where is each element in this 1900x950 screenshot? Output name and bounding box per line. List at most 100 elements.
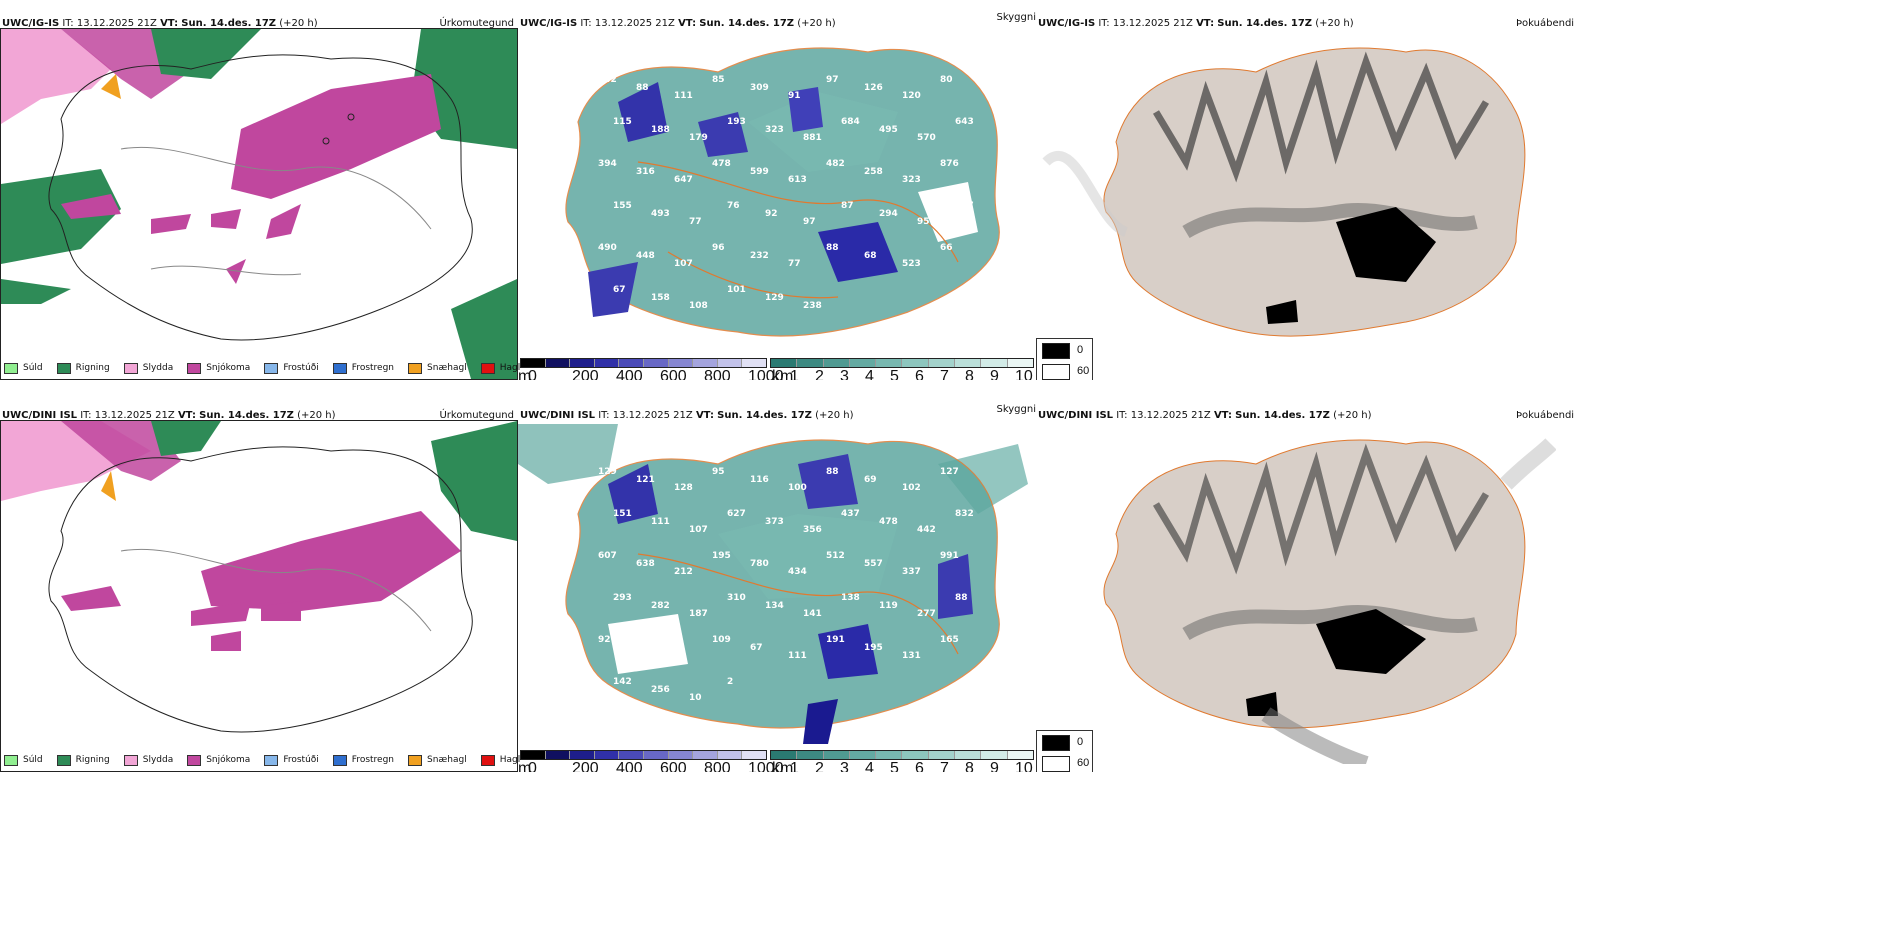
legend-item-2: Slydda [123, 754, 173, 766]
legend-swatch [332, 362, 347, 374]
legend-swatch [408, 362, 423, 374]
visibility-value-label: 337 [902, 567, 921, 577]
visibility-value-label: 151 [613, 509, 632, 519]
visibility-value-label: 232 [750, 251, 769, 261]
visibility-value-label: 434 [788, 567, 807, 577]
legend-item-1: Rigning [56, 362, 110, 374]
colorbar-tick-km: 9 [990, 760, 999, 772]
visibility-value-label: 2 [727, 677, 733, 687]
colorbar-tick-km: 1 [790, 368, 799, 380]
visibility-value-label: 88 [826, 243, 839, 253]
visibility-value-label: 512 [826, 551, 845, 561]
visibility-value-label: 66 [940, 243, 953, 253]
visibility-value-label: 309 [750, 83, 769, 93]
visibility-value-label: 607 [598, 551, 617, 561]
visibility-value-label: 158 [651, 293, 670, 303]
visibility-value-label: 257 [955, 201, 974, 211]
visibility-value-label: 155 [613, 201, 632, 211]
visibility-value-label: 121 [636, 475, 655, 485]
colorbar-tick-km: 6 [915, 760, 924, 772]
colorbar-tick-m: 400 [616, 760, 643, 772]
visibility-value-label: 442 [917, 525, 936, 535]
colorbar-tick-km: 6 [915, 368, 924, 380]
legend-swatch [264, 362, 279, 374]
visibility-value-label: 111 [788, 651, 807, 661]
visibility-value-label: 684 [841, 117, 860, 127]
visibility-value-label: 188 [651, 125, 670, 135]
panel-visibility-row2: UWC/DINI ISL IT: 13.12.2025 21Z VT: Sun.… [518, 404, 1036, 772]
visibility-value-label: 142 [613, 677, 632, 687]
legend-item-7: Haglél [480, 754, 520, 766]
visibility-colorbar-m [520, 358, 767, 368]
visibility-value-label: 780 [750, 559, 769, 569]
visibility-value-label: 187 [689, 609, 708, 619]
fog-legend-swatch-0 [1042, 343, 1070, 359]
visibility-value-label: 876 [940, 159, 959, 169]
panel-title: UWC/DINI ISL IT: 13.12.2025 21Z VT: Sun.… [2, 410, 336, 421]
colorbar-tick-m: 0 [528, 368, 537, 380]
legend-swatch [4, 362, 18, 374]
fog-map [1103, 438, 1556, 764]
legend-swatch [187, 754, 202, 766]
colorbar-tick-km: 7 [940, 368, 949, 380]
colorbar-tick-km: 3 [840, 368, 849, 380]
visibility-value-label: 88 [826, 467, 839, 477]
visibility-map: 1291211289511610088691021271511111076273… [518, 424, 1028, 744]
legend-label: Rigning [75, 755, 110, 765]
visibility-value-label: 138 [841, 593, 860, 603]
colorbar-unit-m: m [518, 760, 532, 772]
visibility-value-label: 108 [689, 301, 708, 311]
colorbar-tick-km: 7 [940, 760, 949, 772]
visibility-value-label: 80 [940, 75, 953, 85]
legend-label: Súld [23, 363, 43, 373]
visibility-value-label: 119 [879, 601, 898, 611]
colorbar-tick-m: 800 [704, 368, 731, 380]
visibility-value-label: 557 [864, 559, 883, 569]
visibility-value-label: 195 [712, 551, 731, 561]
visibility-value-label: 293 [613, 593, 632, 603]
fog-legend-swatch-60 [1042, 364, 1070, 380]
colorbar-tick-km: 8 [965, 368, 974, 380]
visibility-value-label: 991 [940, 551, 959, 561]
legend-swatch [332, 754, 347, 766]
panel-fog-row2: UWC/DINI ISL IT: 13.12.2025 21Z VT: Sun.… [1036, 404, 1900, 772]
colorbar-tick-km: 2 [815, 368, 824, 380]
visibility-colorbar-km [770, 358, 1034, 368]
visibility-value-label: 179 [689, 133, 708, 143]
legend-item-4: Frostúði [264, 362, 319, 374]
visibility-value-label: 69 [864, 475, 877, 485]
panel-title: UWC/IG-IS IT: 13.12.2025 21Z VT: Sun. 14… [2, 18, 318, 29]
visibility-value-label: 126 [864, 83, 883, 93]
visibility-value-label: 134 [765, 601, 784, 611]
legend-swatch [123, 362, 138, 374]
colorbar-tick-m: 200 [572, 760, 599, 772]
fog-legend-label-0: 0 [1077, 344, 1084, 356]
legend-swatch [480, 362, 495, 374]
legend-label: Haglél [499, 363, 520, 373]
visibility-value-label: 129 [765, 293, 784, 303]
visibility-value-label: 570 [917, 133, 936, 143]
visibility-value-label: 127 [940, 467, 959, 477]
panel-visibility-row1: UWC/IG-IS IT: 13.12.2025 21Z VT: Sun. 14… [518, 12, 1036, 380]
visibility-value-label: 111 [674, 91, 693, 101]
legend-item-5: Frostregn [332, 754, 394, 766]
fog-label: Þokuábendi [1516, 410, 1575, 421]
visibility-value-label: 97 [826, 75, 839, 85]
colorbar-tick-m: 0 [528, 760, 537, 772]
legend-label: Snjókoma [206, 363, 251, 373]
panel-title: UWC/IG-IS IT: 13.12.2025 21Z VT: Sun. 14… [520, 18, 836, 29]
visibility-value-label: 394 [598, 159, 617, 169]
precip-legend: Súld Rigning Slydda Snjókoma Frostúði Frostre… [4, 752, 520, 768]
fog-legend: 0 60 [1036, 730, 1093, 772]
visibility-value-label: 478 [712, 159, 731, 169]
visibility-value-label: 97 [803, 217, 816, 227]
visibility-value-label: 91 [788, 91, 801, 101]
visibility-value-label: 67 [750, 643, 763, 653]
visibility-value-label: 115 [613, 117, 632, 127]
visibility-value-label: 323 [902, 175, 921, 185]
legend-label: Snjókoma [206, 755, 251, 765]
precip-type-label: Úrkomutegund [439, 18, 514, 29]
colorbar-tick-m: 1000 [748, 368, 784, 380]
fog-legend-swatch-60 [1042, 756, 1070, 772]
legend-label: Súld [23, 755, 43, 765]
